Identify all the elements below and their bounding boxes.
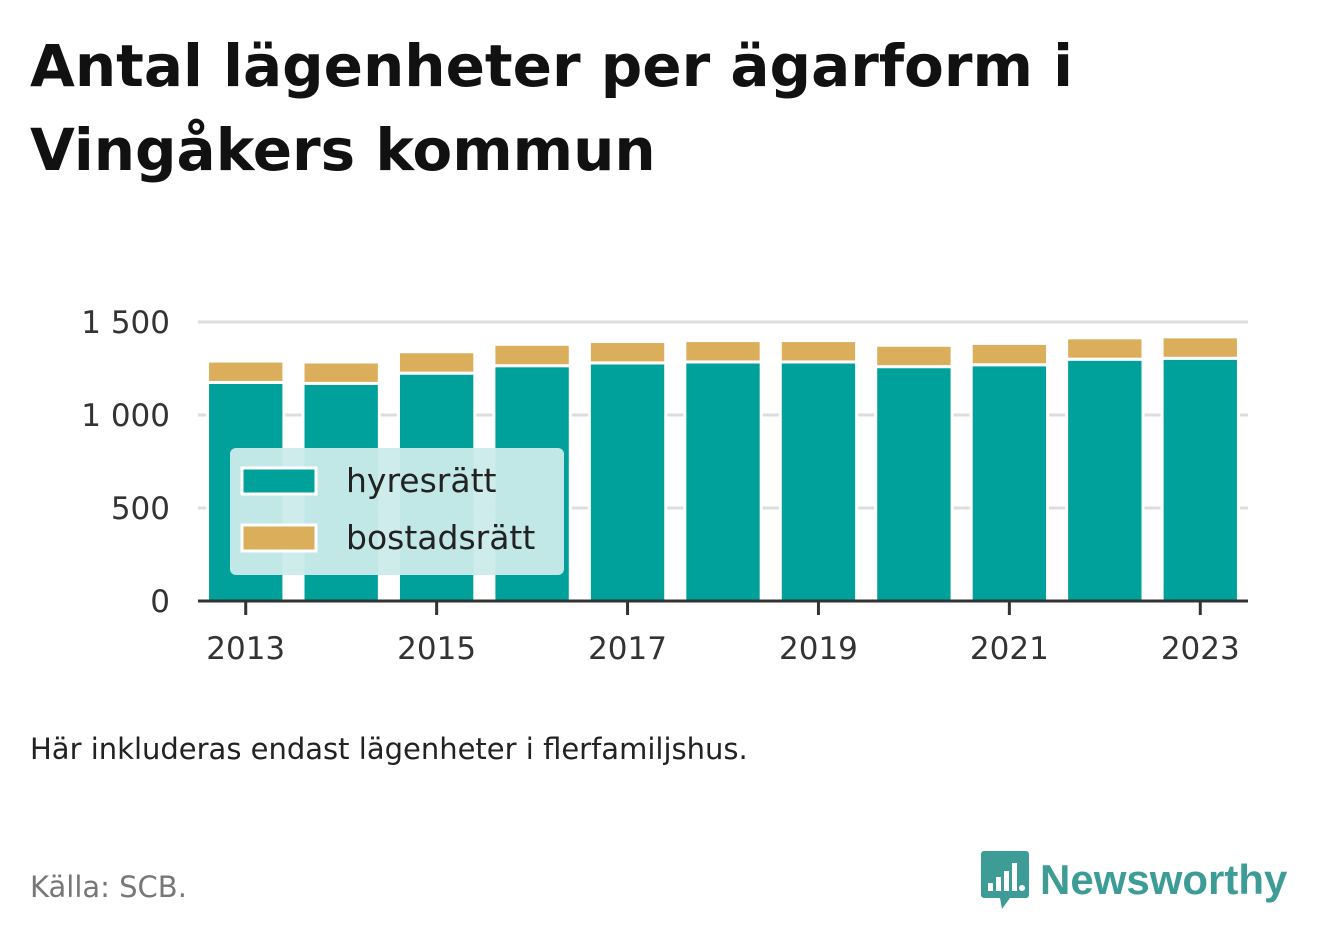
bar-bostadsratt-2023 bbox=[1160, 335, 1240, 360]
chart-note: Här inkluderas endast lägenheter i flerf… bbox=[30, 732, 748, 766]
bar-hyresratt-2021 bbox=[969, 363, 1050, 603]
bar-bostadsratt-2017 bbox=[587, 340, 668, 365]
legend-label-hyresratt: hyresrätt bbox=[346, 461, 497, 500]
bar-bostadsratt-2022 bbox=[1065, 336, 1145, 361]
y-tick-label: 1 000 bbox=[81, 398, 170, 434]
bar-hyresratt-2017 bbox=[587, 361, 668, 603]
y-tick-label: 0 bbox=[150, 584, 170, 620]
newsworthy-logo[interactable]: Newsworthy bbox=[980, 848, 1287, 912]
x-axis: 2013 2015 2017 2019 2021 2023 bbox=[198, 599, 1248, 667]
bar-hyresratt-2023 bbox=[1160, 356, 1240, 603]
source-text: Källa: SCB. bbox=[30, 870, 187, 904]
bar-bostadsratt-2021 bbox=[969, 341, 1050, 367]
logo-text: Newsworthy bbox=[1040, 856, 1288, 903]
bar-hyresratt-2019 bbox=[778, 360, 859, 603]
bar-hyresratt-2022 bbox=[1065, 357, 1145, 603]
bar-bostadsratt-2015 bbox=[396, 350, 477, 375]
bar-bostadsratt-2018 bbox=[683, 339, 763, 364]
bar-chart-speech-bubble-icon bbox=[981, 851, 1029, 909]
bar-bostadsratt-2014 bbox=[301, 360, 381, 385]
x-tick-label: 2015 bbox=[397, 631, 476, 667]
bar-hyresratt-2020 bbox=[874, 365, 954, 603]
x-tick-label: 2019 bbox=[779, 631, 858, 667]
chart-title: Antal lägenheter per ägarform i Vingåker… bbox=[30, 32, 1074, 184]
bar-hyresratt-2018 bbox=[683, 360, 763, 603]
bar-bostadsratt-2016 bbox=[492, 342, 572, 368]
y-tick-label: 500 bbox=[111, 491, 170, 527]
bar-bostadsratt-2020 bbox=[874, 343, 954, 369]
x-tick-label: 2023 bbox=[1161, 631, 1240, 667]
x-tick-label: 2017 bbox=[588, 631, 667, 667]
legend-swatch-bostadsratt bbox=[240, 523, 318, 553]
x-tick-label: 2021 bbox=[970, 631, 1049, 667]
legend: hyresrätt bostadsrätt bbox=[230, 448, 564, 575]
y-tick-label: 1 500 bbox=[81, 305, 170, 341]
x-tick-label: 2013 bbox=[206, 631, 285, 667]
bar-bostadsratt-2019 bbox=[778, 339, 859, 364]
legend-swatch-hyresratt bbox=[240, 466, 318, 496]
legend-label-bostadsratt: bostadsrätt bbox=[346, 518, 535, 557]
bar-bostadsratt-2013 bbox=[206, 359, 286, 384]
